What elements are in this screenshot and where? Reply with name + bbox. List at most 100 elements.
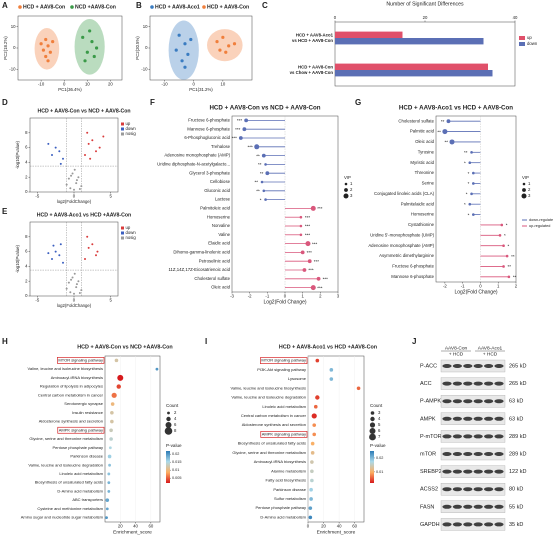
size-label: 122 kD — [509, 469, 526, 475]
dot — [105, 507, 109, 511]
band — [452, 364, 462, 368]
legend-swatch — [121, 122, 124, 126]
point — [215, 40, 219, 44]
size-label: 63 kD — [509, 399, 523, 405]
x-tick-label: 10 — [85, 82, 90, 87]
point — [174, 48, 178, 52]
legend-swatch — [150, 5, 154, 9]
y-tick-label: Biosynthesis of unsaturated fatty acids — [35, 480, 103, 485]
y-tick-label: Serotonergic synapse — [64, 401, 103, 406]
band — [442, 469, 452, 474]
point — [84, 154, 86, 156]
highlight-box — [260, 431, 308, 438]
size-label: 63 kD — [509, 416, 523, 422]
blot-strip — [440, 483, 506, 496]
point — [83, 59, 87, 63]
lollipop-head — [502, 265, 505, 268]
dot — [105, 516, 108, 520]
significance-label: ** — [508, 264, 512, 269]
lollipop-head — [472, 182, 475, 185]
band — [473, 364, 483, 368]
significance-label: ** — [511, 254, 515, 259]
colorbar-label: 0.02 — [172, 452, 179, 456]
y-tick-label: AMPK signaling pathway — [59, 427, 103, 432]
legend-size — [164, 427, 173, 435]
point — [85, 50, 89, 54]
point — [47, 252, 50, 255]
y-tick-label: Cellobiose — [210, 179, 231, 184]
lollipop-head — [264, 163, 267, 166]
point — [78, 188, 81, 191]
legend-label: up — [126, 225, 131, 230]
y-tick-label: Serine — [422, 181, 435, 186]
lollipop-head — [507, 275, 511, 279]
confidence-ellipse — [34, 28, 60, 70]
significance-label: ** — [464, 150, 468, 155]
legend-label: 8 — [174, 428, 177, 433]
dot — [308, 506, 313, 510]
band — [494, 381, 504, 386]
band — [494, 504, 504, 509]
legend-label: HCD + AAV8-Con — [23, 4, 65, 10]
legend-size — [370, 411, 375, 415]
x-tick-label: 0 — [334, 15, 337, 20]
significance-label: *** — [232, 136, 238, 141]
point — [227, 44, 231, 48]
legend-label: 2 — [174, 410, 177, 415]
band — [442, 487, 452, 492]
colorbar-label: 0.02 — [376, 456, 383, 460]
chart-title: HCD + AAV8-Con vs NCD + AAV8-Con — [37, 108, 130, 114]
point — [75, 179, 78, 182]
point — [73, 272, 76, 275]
y-tick-label: Glycine, serine and threonine metabolism — [29, 436, 103, 441]
dot — [114, 358, 119, 363]
significance-label: *** — [312, 241, 318, 246]
x-tick-label: 20 — [118, 524, 123, 529]
legend-label: NCD +AAV8-Con — [75, 4, 116, 10]
band — [442, 399, 452, 404]
band — [442, 416, 452, 421]
point — [46, 44, 50, 48]
y-tick-label: PI3K-Akt signaling pathway — [257, 367, 306, 372]
y-tick-label: 10 — [11, 24, 16, 29]
band — [463, 522, 473, 527]
legend-label: 6 — [378, 428, 381, 433]
dot — [310, 441, 315, 446]
dot — [111, 392, 117, 398]
significance-label: *** — [237, 118, 243, 123]
point — [77, 280, 80, 283]
dot — [107, 454, 112, 459]
size-label: 289 kD — [509, 451, 526, 457]
y-tick-label: Gluconic acid — [204, 188, 230, 193]
x-tick-label: 1 — [497, 284, 500, 289]
colorbar-label: 0.01 — [172, 468, 179, 472]
dot — [110, 419, 114, 424]
plot-frame — [435, 115, 517, 283]
lollipop-head — [299, 215, 303, 219]
y-tick-label: Cholesterol sulfate — [398, 118, 434, 123]
lollipop-head — [244, 118, 249, 123]
y-tick-label: Central carbon metabolism in cancer — [241, 413, 307, 418]
significance-label: ** — [444, 140, 448, 145]
colorbar — [166, 451, 170, 483]
y-tick-label: Fructose 6-phosphate — [392, 264, 434, 269]
point — [58, 254, 61, 257]
lollipop-head — [446, 119, 451, 124]
significance-label: * — [466, 192, 468, 197]
y-tick-label: Parkinson disease — [273, 487, 306, 492]
y-tick-label: Valine — [218, 232, 230, 237]
y-tick-label: Palmitoleic acid — [200, 206, 230, 211]
band — [463, 504, 473, 509]
colorbar-label: 0.005 — [172, 476, 182, 480]
point — [177, 33, 181, 37]
chart-title: HCD + AAV8-Aco1 vs HCD + AAV8-Con — [399, 105, 513, 112]
legend-swatch — [70, 5, 74, 9]
x-tick-label: 2 — [319, 294, 322, 299]
blot-strip — [440, 359, 506, 373]
plot-frame — [17, 15, 123, 81]
chart-title: Number of Significant Differences — [386, 1, 464, 7]
legend-label: 2 — [528, 187, 531, 192]
band — [463, 399, 473, 404]
dot — [309, 487, 313, 492]
legend-label: 5 — [378, 422, 381, 427]
